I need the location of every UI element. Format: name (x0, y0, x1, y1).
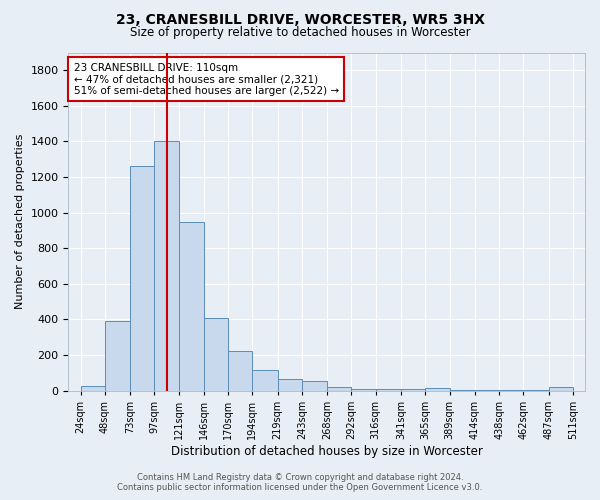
Bar (80, 386, 105, 390)
Bar (278, 379, 302, 390)
Text: Contains HM Land Registry data © Crown copyright and database right 2024.
Contai: Contains HM Land Registry data © Crown c… (118, 473, 482, 492)
Bar (130, 166, 154, 390)
Bar (228, 350, 253, 391)
Text: 23 CRANESBILL DRIVE: 110sqm
← 47% of detached houses are smaller (2,321)
51% of : 23 CRANESBILL DRIVE: 110sqm ← 47% of det… (74, 62, 338, 96)
Bar (327, 387, 352, 390)
X-axis label: Distribution of detached houses by size in Worcester: Distribution of detached houses by size … (171, 444, 482, 458)
Bar (105, 321, 130, 390)
Bar (253, 370, 278, 390)
Bar (548, 387, 573, 390)
Bar (179, 222, 204, 390)
Y-axis label: Number of detached properties: Number of detached properties (15, 134, 25, 309)
Bar (204, 318, 228, 390)
Bar (401, 389, 425, 390)
Bar (302, 381, 327, 390)
Bar (425, 388, 449, 390)
Bar (352, 389, 376, 390)
Bar (376, 389, 401, 390)
Bar (154, 142, 179, 390)
Text: Size of property relative to detached houses in Worcester: Size of property relative to detached ho… (130, 26, 470, 39)
Text: 23, CRANESBILL DRIVE, WORCESTER, WR5 3HX: 23, CRANESBILL DRIVE, WORCESTER, WR5 3HX (115, 12, 485, 26)
